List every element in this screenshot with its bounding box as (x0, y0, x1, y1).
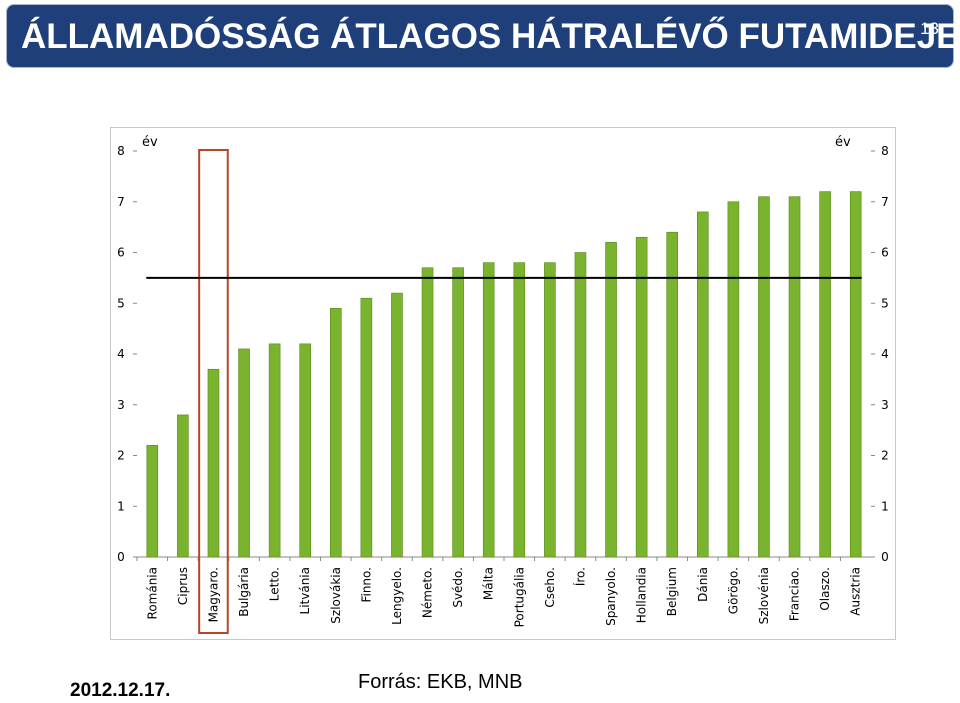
y-tick-label-right: 0 (881, 550, 889, 564)
bar (849, 191, 862, 558)
y-tick-label-left: 6 (117, 246, 125, 260)
x-tick-label: Szlovákia (329, 567, 343, 624)
x-tick-label: Málta (482, 567, 496, 600)
bar (574, 252, 587, 558)
bar (207, 368, 220, 558)
x-tick-label: Belgium (665, 567, 679, 616)
bar (605, 242, 617, 558)
y-tick-label-right: 7 (881, 195, 889, 209)
footer-date: 2012.12.17. (70, 680, 171, 701)
y-tick-label-right: 1 (881, 499, 889, 513)
highlight-box (198, 149, 229, 634)
bar (788, 196, 801, 558)
y-tick-label-left: 8 (117, 144, 125, 158)
x-tick-label: Ausztria (849, 567, 863, 616)
y-tick-label-left: 3 (117, 398, 125, 412)
y-tick-label-right: 3 (881, 398, 889, 412)
x-tick-label: Franciao. (788, 567, 802, 621)
y-unit-left: év (142, 135, 158, 150)
x-tick-label: Letto. (268, 567, 282, 601)
y-tick-label-right: 6 (881, 246, 889, 260)
x-tick-label: Spanyolo. (604, 567, 618, 626)
y-tick-label-left: 2 (117, 449, 125, 463)
y-tick-label-left: 4 (117, 347, 125, 361)
x-tick-label: Görögo. (726, 567, 740, 614)
chart-area: 0 0 1 1 2 2 3 3 4 4 5 5 6 6 7 7 8 8 év év Románia Ciprus Magya… (110, 127, 896, 640)
y-unit-right: év (835, 135, 851, 150)
bar (177, 414, 189, 558)
y-tick-label-left: 5 (117, 296, 125, 310)
bar (819, 191, 831, 558)
bar (696, 211, 709, 558)
bar (329, 308, 342, 558)
x-tick-label: Bulgária (237, 567, 251, 617)
bar (299, 343, 312, 558)
y-tick-label-right: 4 (881, 347, 889, 361)
x-tick-label: Portugália (512, 567, 526, 627)
x-tick-label: Dánia (696, 567, 710, 602)
x-tick-label: Ciprus (176, 567, 190, 605)
x-tick-label: Finno. (359, 567, 373, 603)
y-tick-label-right: 5 (881, 296, 889, 310)
x-tick-label: Svédo. (451, 567, 465, 608)
y-tick-label-left: 0 (117, 550, 125, 564)
bar (544, 262, 556, 558)
bar (146, 445, 159, 558)
title-bar: ÁLLAMADÓSSÁG ÁTLAGOS HÁTRALÉVŐ FUTAMIDEJ… (6, 4, 960, 68)
x-tick-label: Németo. (421, 567, 435, 618)
y-tick-label-left: 7 (117, 195, 125, 209)
slide-number: 13 (920, 19, 939, 38)
footer-source: Forrás: EKB, MNB (358, 671, 523, 693)
x-tick-label: Szlovénia (757, 567, 771, 624)
bar (452, 267, 464, 558)
x-tick-label: Magyaro. (206, 567, 220, 622)
bar (268, 343, 281, 558)
slide-title: ÁLLAMADÓSSÁG ÁTLAGOS HÁTRALÉVŐ FUTAMIDEJ… (21, 17, 960, 56)
bar (513, 262, 526, 558)
y-tick-label-left: 1 (117, 499, 125, 513)
bar (758, 196, 770, 558)
bar-chart: 0 0 1 1 2 2 3 3 4 4 5 5 6 6 7 7 8 8 év év Románia Ciprus Magya… (117, 135, 889, 634)
bar (727, 201, 740, 558)
x-tick-label: Cseho. (543, 567, 557, 608)
x-tick-label: Olaszo. (818, 567, 832, 611)
x-tick-label: Íro. (572, 567, 587, 586)
y-tick-label-right: 8 (881, 144, 889, 158)
bar (421, 267, 434, 558)
y-tick-label-right: 2 (881, 449, 889, 463)
bar (238, 348, 250, 558)
bar (482, 262, 495, 558)
x-tick-label: Románia (145, 567, 159, 619)
x-tick-label: Lengyelo. (390, 567, 404, 625)
bar (666, 231, 679, 558)
x-tick-label: Hollandia (635, 567, 649, 623)
bar (635, 236, 648, 558)
x-tick-label: Litvánia (298, 567, 312, 614)
bar (360, 297, 373, 558)
bar (391, 292, 403, 558)
